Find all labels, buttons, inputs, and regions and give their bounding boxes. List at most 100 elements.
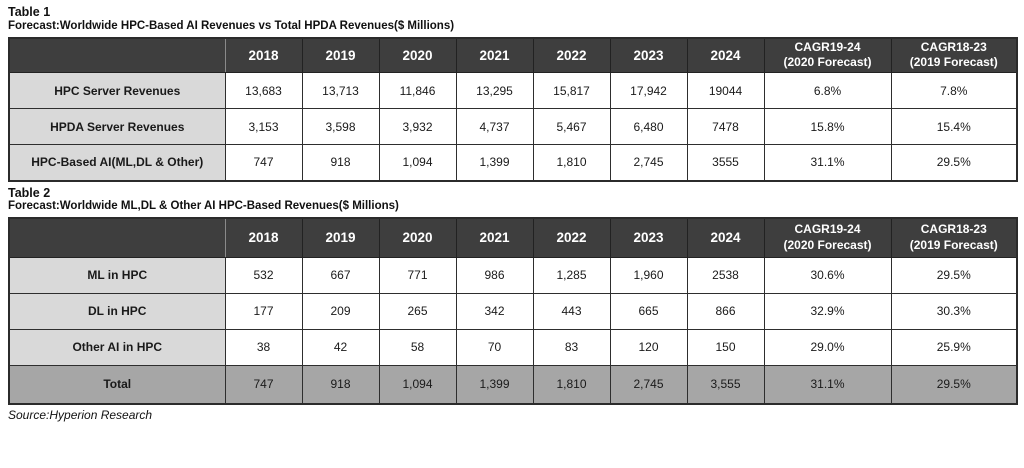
table-cell: 986 xyxy=(455,256,534,294)
table-row: DL in HPC 177 209 265 342 443 665 866 32… xyxy=(8,292,1018,330)
report-page: Table 1 Forecast:Worldwide HPC-Based AI … xyxy=(8,5,1018,423)
table2-header-row: 2018 2019 2020 2021 2022 2023 2024 CAGR1… xyxy=(8,217,1018,258)
table-cell: 747 xyxy=(224,144,303,182)
table-cell: 866 xyxy=(686,292,765,330)
table-cell: 2,745 xyxy=(609,364,688,405)
cagr19-24-column-header: CAGR19-24 (2020 Forecast) xyxy=(763,217,892,258)
table-cell: 209 xyxy=(301,292,380,330)
table-cell: 15,817 xyxy=(532,72,611,110)
row-label: HPC-Based AI(ML,DL & Other) xyxy=(8,144,226,182)
table2-corner-cell xyxy=(8,217,226,258)
hpc-vs-hpda-revenues-table: 2018 2019 2020 2021 2022 2023 2024 CAGR1… xyxy=(8,36,1018,182)
table2-title: Table 2 xyxy=(8,185,51,200)
table-cell: 150 xyxy=(686,328,765,366)
year-column-header: 2022 xyxy=(532,217,611,258)
table-cell: 6,480 xyxy=(609,108,688,146)
table-cell: 342 xyxy=(455,292,534,330)
year-column-header: 2019 xyxy=(301,217,380,258)
cagr19-24-column-header: CAGR19-24 (2020 Forecast) xyxy=(763,37,892,74)
table-cell: 38 xyxy=(224,328,303,366)
year-column-header: 2022 xyxy=(532,37,611,74)
year-column-header: 2023 xyxy=(609,217,688,258)
table-cell: 665 xyxy=(609,292,688,330)
table-row: HPC-Based AI(ML,DL & Other) 747 918 1,09… xyxy=(8,144,1018,182)
year-column-header: 2021 xyxy=(455,37,534,74)
table-cell: 1,810 xyxy=(532,364,611,405)
year-column-header: 2018 xyxy=(224,37,303,74)
table-cell: 918 xyxy=(301,144,380,182)
table-cell: 13,295 xyxy=(455,72,534,110)
year-column-header: 2020 xyxy=(378,217,457,258)
cagr18-23-column-header: CAGR18-23 (2019 Forecast) xyxy=(890,37,1018,74)
table-cell: 13,713 xyxy=(301,72,380,110)
table-cell: 58 xyxy=(378,328,457,366)
table-cell: 7.8% xyxy=(890,72,1018,110)
cagr18-23-column-header: CAGR18-23 (2019 Forecast) xyxy=(890,217,1018,258)
source-note: Source:Hyperion Research xyxy=(8,408,153,423)
row-label: Total xyxy=(8,364,226,405)
table-cell: 25.9% xyxy=(890,328,1018,366)
table-cell: 1,094 xyxy=(378,364,457,405)
total-row: Total 747 918 1,094 1,399 1,810 2,745 3,… xyxy=(8,364,1018,405)
row-label: Other AI in HPC xyxy=(8,328,226,366)
table-cell: 30.3% xyxy=(890,292,1018,330)
table-cell: 1,094 xyxy=(378,144,457,182)
table-cell: 771 xyxy=(378,256,457,294)
table-row: HPDA Server Revenues 3,153 3,598 3,932 4… xyxy=(8,108,1018,146)
year-column-header: 2018 xyxy=(224,217,303,258)
table-cell: 667 xyxy=(301,256,380,294)
row-label: HPDA Server Revenues xyxy=(8,108,226,146)
table-cell: 1,399 xyxy=(455,144,534,182)
table-cell: 2,745 xyxy=(609,144,688,182)
table-cell: 29.5% xyxy=(890,144,1018,182)
row-label: ML in HPC xyxy=(8,256,226,294)
table-cell: 83 xyxy=(532,328,611,366)
table-cell: 532 xyxy=(224,256,303,294)
table-cell: 13,683 xyxy=(224,72,303,110)
table1-title: Table 1 xyxy=(8,5,51,19)
table-cell: 4,737 xyxy=(455,108,534,146)
table-cell: 3,555 xyxy=(686,364,765,405)
table-cell: 265 xyxy=(378,292,457,330)
table-cell: 29.0% xyxy=(763,328,892,366)
table-cell: 17,942 xyxy=(609,72,688,110)
year-column-header: 2020 xyxy=(378,37,457,74)
table1-subtitle: Forecast:Worldwide HPC-Based AI Revenues… xyxy=(8,19,455,32)
table-cell: 7478 xyxy=(686,108,765,146)
ml-dl-other-ai-revenues-table: 2018 2019 2020 2021 2022 2023 2024 CAGR1… xyxy=(8,217,1018,406)
table-cell: 2538 xyxy=(686,256,765,294)
table-cell: 31.1% xyxy=(763,144,892,182)
table-cell: 29.5% xyxy=(890,256,1018,294)
table-cell: 1,960 xyxy=(609,256,688,294)
table-cell: 3555 xyxy=(686,144,765,182)
row-label: HPC Server Revenues xyxy=(8,72,226,110)
table-cell: 1,285 xyxy=(532,256,611,294)
year-column-header: 2024 xyxy=(686,217,765,258)
row-label: DL in HPC xyxy=(8,292,226,330)
table-cell: 70 xyxy=(455,328,534,366)
table-cell: 19044 xyxy=(686,72,765,110)
table-cell: 11,846 xyxy=(378,72,457,110)
table-cell: 32.9% xyxy=(763,292,892,330)
table-cell: 1,810 xyxy=(532,144,611,182)
table-cell: 3,932 xyxy=(378,108,457,146)
table-cell: 3,153 xyxy=(224,108,303,146)
table-cell: 15.8% xyxy=(763,108,892,146)
table-cell: 6.8% xyxy=(763,72,892,110)
table-cell: 120 xyxy=(609,328,688,366)
table-cell: 42 xyxy=(301,328,380,366)
table-cell: 29.5% xyxy=(890,364,1018,405)
table2-subtitle: Forecast:Worldwide ML,DL & Other AI HPC-… xyxy=(8,200,399,213)
table-cell: 30.6% xyxy=(763,256,892,294)
table-cell: 5,467 xyxy=(532,108,611,146)
year-column-header: 2024 xyxy=(686,37,765,74)
table-cell: 3,598 xyxy=(301,108,380,146)
year-column-header: 2023 xyxy=(609,37,688,74)
table-row: Other AI in HPC 38 42 58 70 83 120 150 2… xyxy=(8,328,1018,366)
table-cell: 177 xyxy=(224,292,303,330)
table-cell: 443 xyxy=(532,292,611,330)
table-cell: 918 xyxy=(301,364,380,405)
table-cell: 1,399 xyxy=(455,364,534,405)
table-row: HPC Server Revenues 13,683 13,713 11,846… xyxy=(8,72,1018,110)
table-cell: 15.4% xyxy=(890,108,1018,146)
